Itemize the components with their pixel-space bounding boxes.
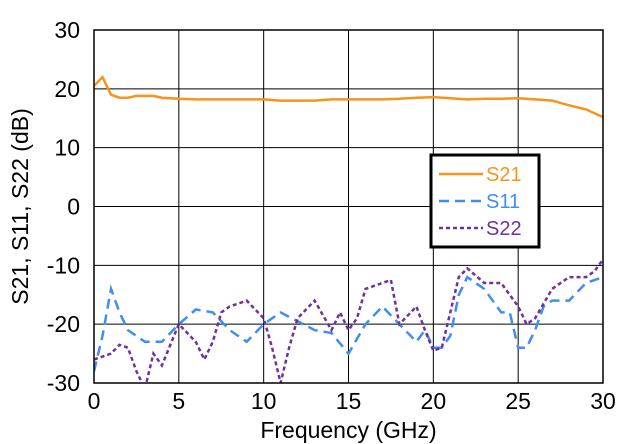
x-tick-label: 20	[421, 388, 447, 414]
y-tick-label: 10	[54, 135, 80, 161]
x-tick-label: 15	[336, 388, 362, 414]
series-line-s22	[94, 258, 603, 383]
y-tick-label: -20	[47, 311, 80, 337]
x-axis-label: Frequency (GHz)	[260, 417, 436, 443]
y-tick-label: 30	[54, 17, 80, 43]
series-line-s21	[94, 74, 603, 119]
legend-label-s22: S22	[486, 218, 522, 240]
series-layer	[94, 74, 603, 383]
y-tick-label: -10	[47, 252, 80, 278]
x-tick-label: 5	[172, 388, 185, 414]
plot-frame	[93, 29, 604, 384]
y-axis-label: S21, S11, S22 (dB)	[7, 108, 33, 304]
x-tick-label: 0	[88, 388, 101, 414]
x-tick-label: 10	[251, 388, 277, 414]
legend: S21 S11 S22	[429, 153, 541, 249]
y-tick-label: -30	[47, 370, 80, 396]
y-axis-ticks: 30 20 10 0 -10 -20 -30	[47, 17, 80, 396]
series-line-s11	[94, 275, 603, 372]
y-tick-label: 0	[67, 194, 80, 220]
legend-label-s21: S21	[486, 164, 522, 186]
y-tick-label: 20	[54, 76, 80, 102]
legend-label-s11: S11	[486, 191, 520, 213]
x-tick-label: 25	[505, 388, 531, 414]
x-axis-ticks: 0 5 10 15 20 25 30	[88, 388, 616, 414]
x-tick-label: 30	[590, 388, 616, 414]
